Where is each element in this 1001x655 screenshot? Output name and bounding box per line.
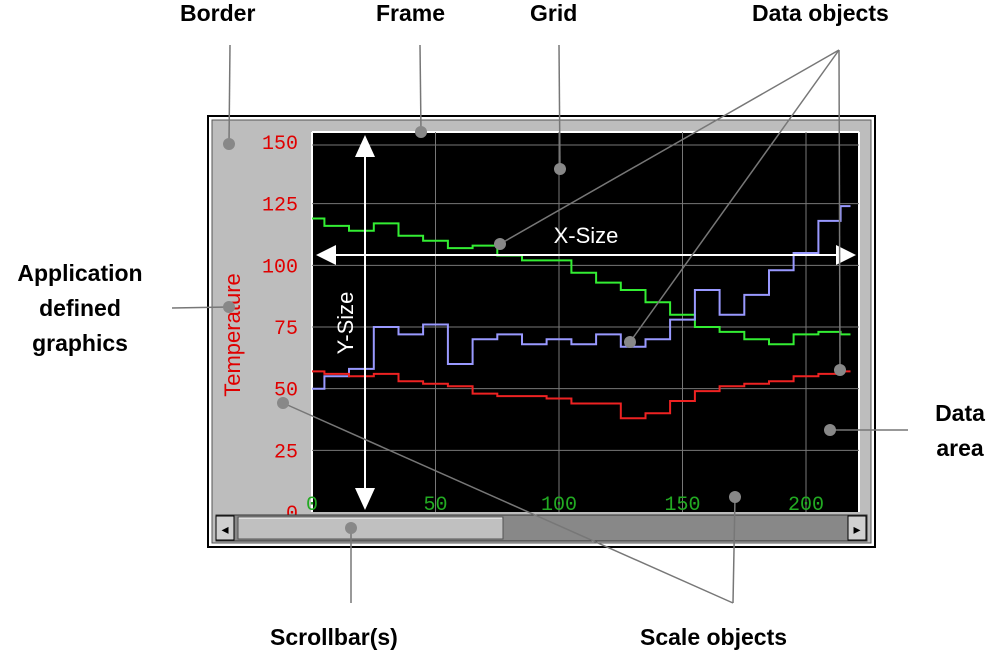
scroll-left-arrow-icon: ◂	[221, 522, 228, 538]
scrollbar-thumb[interactable]	[237, 516, 504, 540]
y-tick-label: 50	[274, 380, 298, 403]
scroll-right-arrow-icon: ▸	[853, 522, 860, 538]
app-graphics-callout: Application defined graphics	[0, 256, 160, 361]
data-objects	[312, 205, 851, 420]
x-size-label: X-Size	[554, 223, 619, 248]
frame-callout: Frame	[376, 0, 446, 26]
y-tick-label: 75	[274, 318, 298, 341]
frame-leader	[419, 44, 422, 133]
data-area-line-1: Data	[935, 400, 985, 426]
x-tick-label: 150	[664, 494, 700, 517]
y-tick-label: 100	[262, 256, 298, 279]
app-graphics-line-1: Application	[17, 260, 143, 286]
callout-leaders	[171, 44, 908, 604]
data-area-callout: Data area	[920, 396, 1000, 466]
app-graphics-line-2: defined	[39, 295, 121, 321]
scrollbar-left-button[interactable]	[215, 515, 235, 541]
y-size-label: Y-Size	[333, 292, 358, 355]
scale-leader-1	[282, 402, 734, 604]
y-tick-label: 125	[262, 195, 298, 218]
callout-dots	[223, 126, 846, 534]
grid-callout: Grid	[530, 0, 578, 26]
x-size-right-arrowhead	[836, 245, 856, 265]
data-objects-leader-2	[629, 49, 840, 343]
y-size-bottom-arrowhead	[355, 488, 375, 510]
y-size-top-arrowhead	[355, 135, 375, 157]
x-tick-label: 0	[306, 494, 318, 517]
y-axis-title: Temperature	[220, 273, 245, 397]
scale-leader-2	[732, 496, 736, 604]
x-tick-label: 50	[423, 494, 447, 517]
grid	[312, 132, 859, 512]
data-objects-leader-3	[838, 49, 841, 371]
x-tick-label: 200	[788, 494, 824, 517]
series-line-2	[312, 370, 851, 420]
border-leader	[228, 44, 231, 145]
data-area	[312, 132, 859, 512]
y-tick-label: 25	[274, 441, 298, 464]
series-line-1	[312, 205, 851, 390]
grid-leader	[558, 44, 561, 170]
y-size-arrow	[355, 135, 375, 510]
data-area-line-2: area	[936, 435, 984, 461]
data-objects-callout: Data objects	[752, 0, 889, 26]
border-callout: Border	[180, 0, 256, 26]
scrollbars-callout: Scrollbar(s)	[270, 624, 398, 650]
x-scale-object: 0 50 100 150 200	[306, 494, 824, 517]
x-size-left-arrowhead	[316, 245, 336, 265]
scrollbar-right-button[interactable]	[847, 515, 867, 541]
app-graphics-leader	[171, 306, 230, 309]
y-tick-label: 150	[262, 133, 298, 156]
x-tick-label: 100	[541, 494, 577, 517]
app-graphics-line-3: graphics	[32, 330, 128, 356]
data-objects-leader-1	[499, 49, 840, 245]
series-line-0	[312, 217, 851, 346]
scale-objects-callout: Scale objects	[640, 624, 788, 650]
horizontal-scrollbar[interactable]: ◂ ▸	[215, 514, 868, 542]
x-size-arrow	[316, 245, 856, 265]
